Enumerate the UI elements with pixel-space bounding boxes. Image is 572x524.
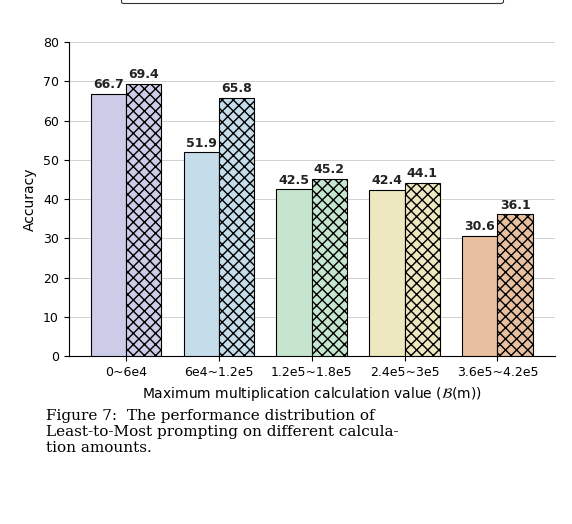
Bar: [276, 189, 312, 356]
Text: 69.4: 69.4: [128, 68, 159, 81]
Text: 66.7: 66.7: [93, 79, 124, 91]
Text: 65.8: 65.8: [221, 82, 252, 95]
Bar: [370, 190, 404, 356]
Bar: [312, 179, 347, 356]
Bar: [404, 183, 440, 356]
Text: 51.9: 51.9: [186, 137, 217, 150]
Text: Figure 7:  The performance distribution of
Least-to-Most prompting on different : Figure 7: The performance distribution o…: [46, 409, 398, 455]
Text: 36.1: 36.1: [500, 199, 530, 212]
Bar: [91, 94, 126, 356]
Text: 42.5: 42.5: [279, 173, 309, 187]
Text: 42.4: 42.4: [371, 174, 403, 187]
Bar: [462, 236, 498, 356]
Text: 45.2: 45.2: [314, 163, 345, 176]
Bar: [498, 214, 533, 356]
Y-axis label: Accuracy: Accuracy: [23, 167, 37, 231]
Text: 44.1: 44.1: [407, 167, 438, 180]
Bar: [184, 152, 219, 356]
Legend: Chain-of-Thought Prompting, Least-to-Most Prompting: Chain-of-Thought Prompting, Least-to-Mos…: [121, 0, 503, 4]
Bar: [126, 83, 161, 356]
Text: 30.6: 30.6: [464, 220, 495, 233]
X-axis label: Maximum multiplication calculation value ($\mathcal{B}$(m)): Maximum multiplication calculation value…: [142, 385, 482, 402]
Bar: [219, 97, 254, 356]
